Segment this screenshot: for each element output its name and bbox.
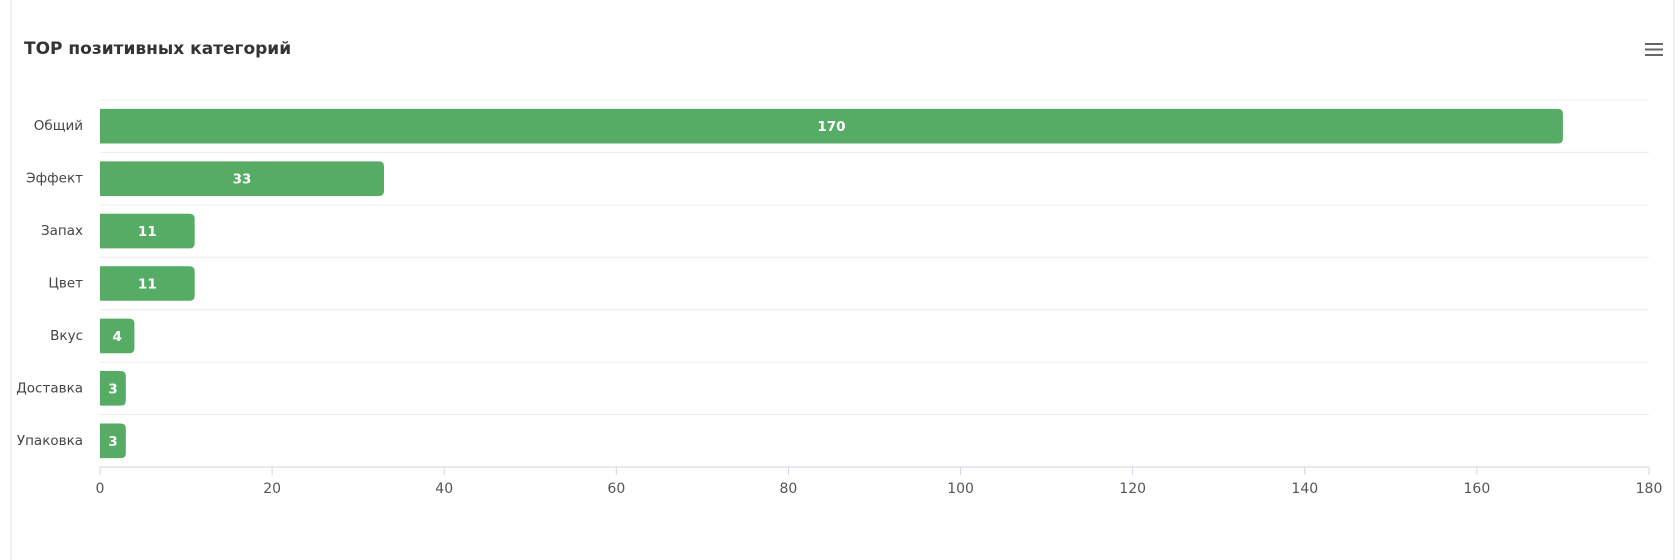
x-tick-label: 0 <box>96 481 105 497</box>
x-tick-label: 80 <box>780 481 798 497</box>
menu-button[interactable] <box>1645 43 1663 56</box>
x-tick-label: 140 <box>1291 481 1318 497</box>
data-label: 11 <box>138 277 157 293</box>
x-tick-label: 20 <box>263 481 281 497</box>
x-tick-label: 180 <box>1636 481 1663 497</box>
bar <box>100 266 195 301</box>
x-tick-label: 160 <box>1464 481 1491 497</box>
bar <box>100 161 384 196</box>
y-tick-label: Вкус <box>50 328 83 344</box>
y-tick-label: Общий <box>34 118 83 134</box>
bar <box>100 371 126 406</box>
y-tick-label: Цвет <box>48 276 83 292</box>
x-tick-label: 100 <box>947 481 974 497</box>
x-tick-label: 40 <box>435 481 453 497</box>
card <box>10 0 1675 560</box>
y-tick-label: Упаковка <box>17 433 83 449</box>
x-tick-label: 60 <box>607 481 625 497</box>
data-label: 4 <box>113 329 122 345</box>
x-tick-label: 120 <box>1119 481 1146 497</box>
data-label: 3 <box>108 434 117 450</box>
data-label: 170 <box>817 119 845 135</box>
bar <box>100 213 195 249</box>
y-tick-label: Эффект <box>26 171 83 187</box>
data-label: 3 <box>108 381 117 397</box>
data-label: 11 <box>138 224 157 240</box>
y-tick-label: Доставка <box>16 380 83 396</box>
chart-title: TOP позитивных категорий <box>24 39 291 59</box>
y-tick-label: Запах <box>41 223 83 239</box>
bar <box>100 108 1563 144</box>
data-label: 33 <box>233 172 252 188</box>
bar <box>100 318 135 354</box>
bar <box>100 423 126 459</box>
